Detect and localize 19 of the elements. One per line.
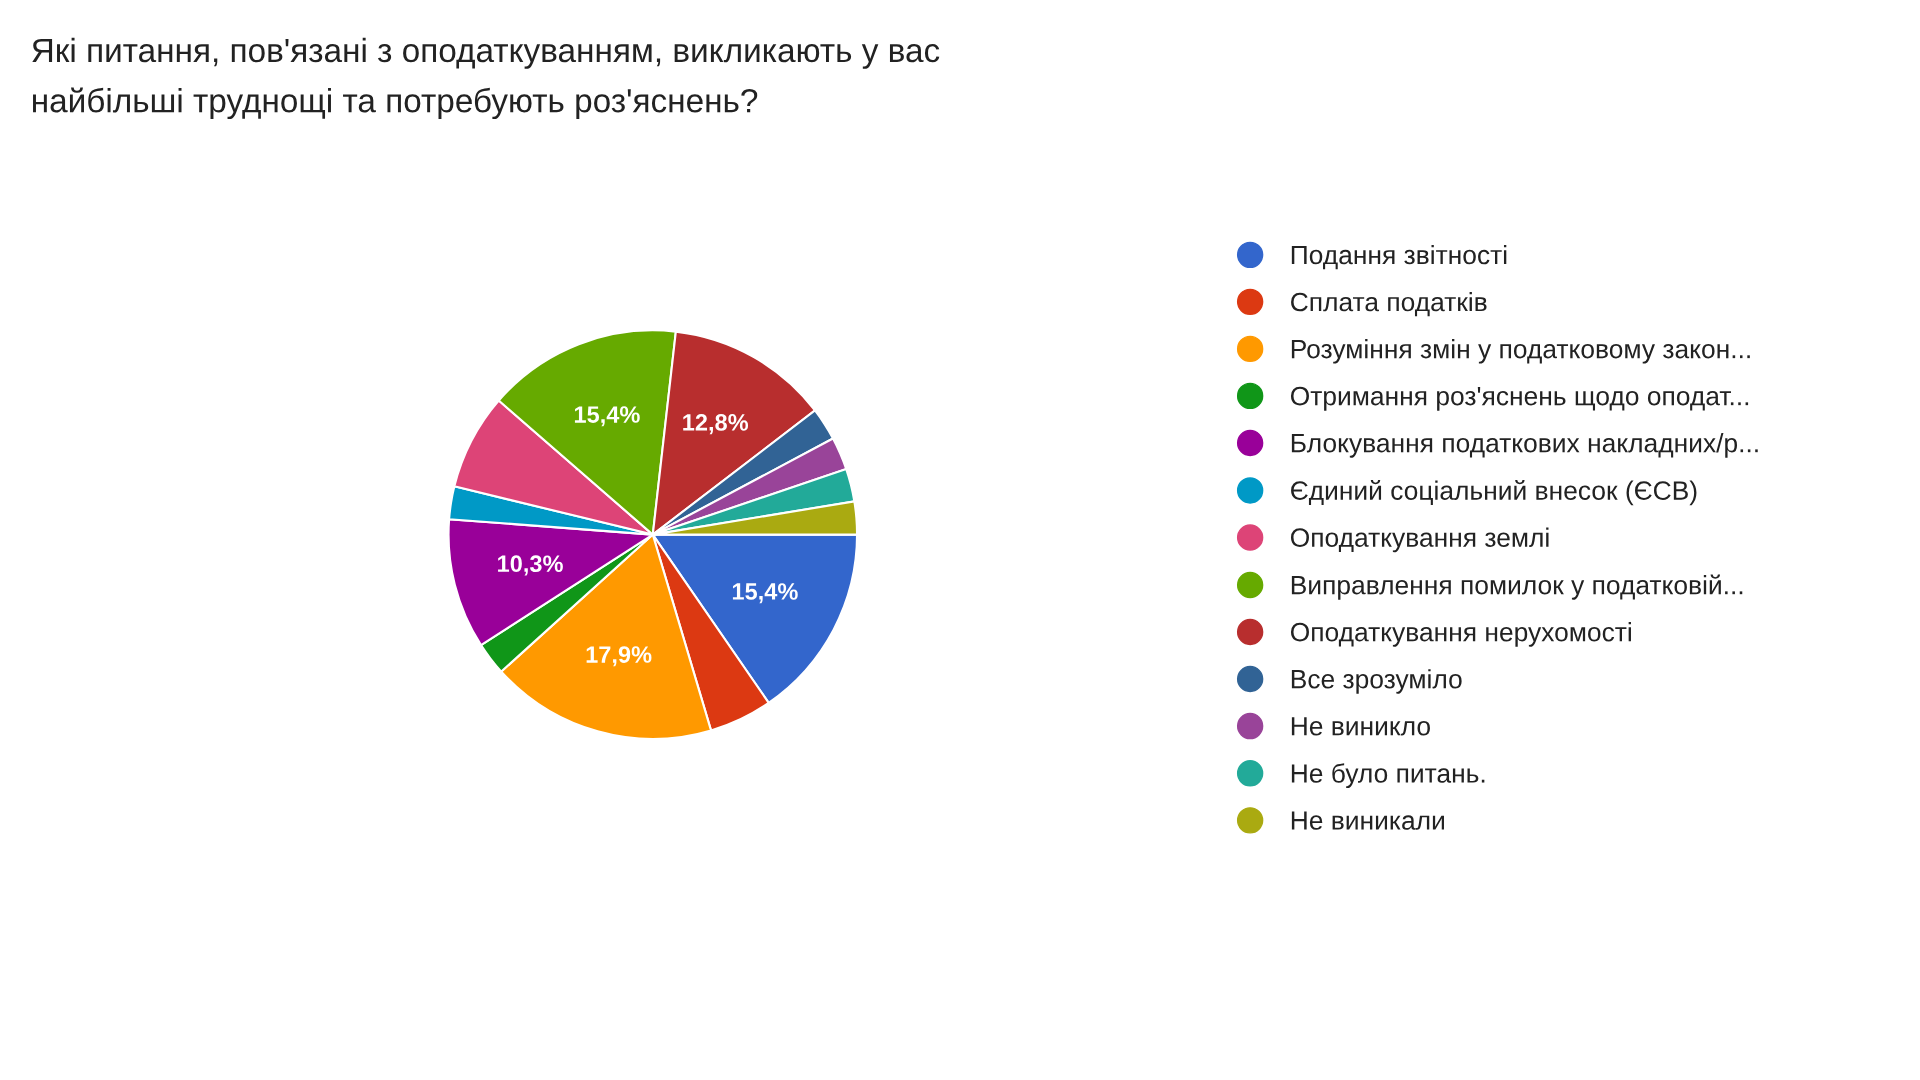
legend-label: Сплата податків: [1291, 291, 1487, 317]
legend-label: Оподаткування землі: [1290, 527, 1549, 553]
data-label: 15,4%: [574, 406, 640, 427]
legend-label: Отримання роз'яснень щодо оподат...: [1290, 386, 1749, 411]
data-label: 12,8%: [683, 414, 749, 435]
data-label: 15,4%: [732, 583, 798, 604]
legend-label: Не виникло: [1291, 717, 1430, 736]
data-label: 17,9%: [586, 646, 652, 667]
legend-label: Оподаткування нерухомості: [1290, 622, 1631, 647]
data-label: 10,3%: [498, 555, 563, 576]
legend-label: Не було питань.: [1291, 763, 1485, 789]
chart-title: Які питання, пов'язані з оподаткуванням, викликають у вас найбільші труднощі та потребують роз'яснень?: [32, 37, 940, 120]
legend-label: Єдиний соціальний внесок (ЄСВ): [1291, 480, 1697, 506]
legend-label: Все зрозуміло: [1291, 669, 1462, 694]
legend-label: Розуміння змін у податковому закон...: [1291, 339, 1750, 364]
legend-label: Подання звітності: [1291, 244, 1507, 270]
legend-label: Виправлення помилок у податковій...: [1291, 574, 1743, 600]
legend-label: Не виникали: [1291, 811, 1444, 830]
legend-label: Блокування податкових накладних/р...: [1291, 433, 1758, 458]
